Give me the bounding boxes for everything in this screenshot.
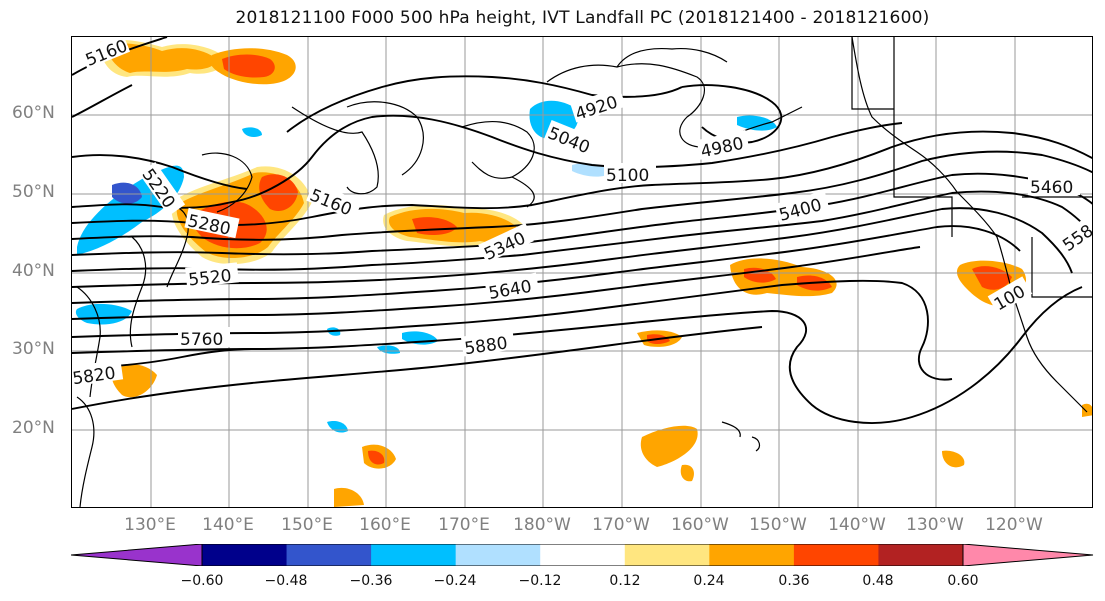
lat-label-30n: 30°N: [12, 339, 55, 359]
colorbar-segment: [878, 544, 964, 566]
lat-label-20n: 20°N: [12, 418, 55, 438]
lon-label-160e: 160°E: [359, 515, 411, 535]
lon-label-140w: 140°W: [828, 515, 886, 535]
contour-label-4920: 4920: [573, 92, 620, 124]
lat-label-50n: 50°N: [12, 182, 55, 202]
lon-label-130w: 130°W: [906, 515, 964, 535]
lon-label-130e: 130°E: [124, 515, 176, 535]
colorbar-segment: [793, 544, 879, 566]
colorbar-tick-0.60: 0.60: [947, 573, 979, 589]
colorbar-tick-0.24: 0.24: [693, 573, 725, 589]
colorbar: [71, 544, 1094, 566]
colorbar-tick--0.60: −0.60: [180, 573, 224, 589]
colorbar-tick--0.24: −0.24: [433, 573, 477, 589]
lon-label-180w: 180°W: [513, 515, 571, 535]
lat-label-40n: 40°N: [12, 261, 55, 281]
colorbar-max-extend: [962, 544, 1094, 566]
lon-label-170w: 170°W: [592, 515, 650, 535]
colorbar-tick-0.48: 0.48: [862, 573, 894, 589]
colorbar-tick-0.36: 0.36: [778, 573, 810, 589]
colorbar-segment: [202, 544, 288, 566]
contour-label-5520: 5520: [187, 266, 232, 290]
lon-label-160w: 160°W: [671, 515, 729, 535]
colorbar-segment: [624, 544, 710, 566]
lon-label-150e: 150°E: [281, 515, 333, 535]
lon-label-140e: 140°E: [202, 515, 254, 535]
map-title: 2018121100 F000 500 hPa height, IVT Land…: [235, 8, 930, 28]
map-canvas: 5160 4920 5040 4980 5100 5220 5160 5280 …: [72, 37, 1092, 507]
height-contours: [72, 37, 1092, 424]
contour-label-5460: 5460: [1030, 178, 1073, 198]
lon-label-170e: 170°E: [438, 515, 490, 535]
colorbar-tick--0.12: −0.12: [518, 573, 562, 589]
colorbar-segment: [455, 544, 541, 566]
contour-label-5760: 5760: [180, 330, 223, 350]
colorbar-frame: [201, 544, 964, 566]
colorbar-min-extend: [71, 544, 203, 566]
ivt-negative-regions: [75, 100, 777, 433]
colorbar-segments: [202, 544, 964, 566]
lon-label-120w: 120°W: [985, 515, 1043, 535]
lon-label-150w: 150°W: [749, 515, 807, 535]
map-panel: 5160 4920 5040 4980 5100 5220 5160 5280 …: [71, 36, 1093, 508]
graticule: [72, 37, 1092, 507]
colorbar-tick-0.12: 0.12: [609, 573, 641, 589]
colorbar-segment: [709, 544, 795, 566]
contour-labels: 5160 4920 5040 4980 5100 5220 5160 5280 …: [72, 37, 1092, 389]
colorbar-segment: [371, 544, 457, 566]
lat-label-60n: 60°N: [12, 103, 55, 123]
colorbar-segment: [540, 544, 626, 566]
colorbar-segment: [286, 544, 372, 566]
colorbar-tick--0.48: −0.48: [264, 573, 308, 589]
contour-label-5100: 5100: [606, 166, 649, 186]
colorbar-tick--0.36: −0.36: [349, 573, 393, 589]
